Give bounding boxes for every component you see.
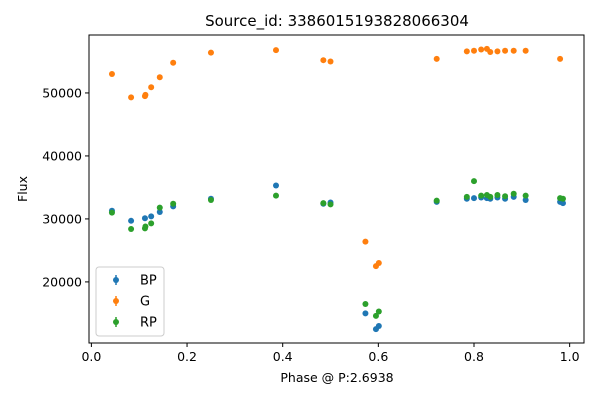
data-point-rp [207, 197, 214, 204]
data-point-g [510, 47, 517, 54]
data-point-g [362, 238, 369, 245]
y-tick-label: 40000 [42, 148, 82, 163]
x-axis-ticks: 0.0 0.2 0.4 0.6 0.8 1.0 [81, 343, 580, 364]
legend-label-g: G [140, 295, 150, 310]
x-tick-label: 0.2 [177, 349, 197, 364]
data-point-rp [128, 226, 135, 232]
data-point-rp [478, 192, 485, 199]
data-point-bp [522, 197, 529, 204]
data-point-g [375, 260, 382, 267]
data-point-rp [372, 312, 379, 319]
data-point-g [142, 91, 149, 98]
data-point-bp [148, 213, 155, 220]
legend-marker-rp [113, 319, 119, 325]
data-point-rp [375, 308, 382, 315]
data-point-g [471, 47, 477, 54]
data-point-rp [108, 209, 115, 216]
legend-marker-bp [113, 277, 119, 283]
x-tick-label: 0.8 [464, 349, 484, 364]
data-point-rp [433, 197, 440, 204]
data-point-g [478, 46, 485, 53]
data-point-rp [502, 193, 509, 200]
data-point-bp [128, 217, 135, 224]
x-axis-label: Phase @ P:2.6938 [280, 370, 393, 385]
data-point-rp [494, 191, 501, 198]
legend-marker-g [113, 298, 119, 304]
data-point-bp [375, 322, 382, 329]
series-g [108, 45, 564, 270]
data-point-bp [141, 215, 148, 222]
plot-area-marks [108, 45, 566, 333]
data-point-rp [156, 204, 163, 211]
data-point-g [327, 58, 334, 65]
data-point-g [108, 71, 115, 78]
data-point-rp [471, 178, 477, 185]
data-point-g [156, 74, 163, 81]
data-point-g [487, 49, 494, 56]
y-tick-label: 30000 [42, 211, 82, 226]
data-point-g [273, 47, 279, 54]
data-point-rp [327, 201, 334, 208]
legend-frame [95, 266, 165, 337]
data-point-g [522, 47, 529, 54]
data-point-rp [510, 190, 517, 197]
data-point-rp [148, 220, 155, 227]
data-point-g [502, 47, 509, 54]
data-point-g [433, 55, 440, 62]
data-point-rp [320, 200, 327, 207]
data-point-rp [559, 195, 566, 202]
y-axis-label: Flux [15, 176, 30, 202]
y-axis-ticks: 20000 30000 40000 50000 [42, 85, 89, 289]
x-tick-label: 0.0 [81, 349, 101, 364]
legend-label-bp: BP [140, 274, 157, 289]
y-tick-label: 20000 [42, 274, 82, 289]
series-rp [108, 178, 566, 319]
data-point-g [148, 84, 155, 91]
data-point-g [320, 57, 327, 64]
data-point-rp [463, 193, 470, 200]
data-point-bp [362, 310, 369, 317]
data-point-bp [559, 200, 566, 207]
data-point-g [207, 49, 214, 56]
data-point-bp [471, 195, 477, 202]
series-bp [108, 182, 566, 333]
data-point-rp [273, 192, 279, 199]
data-point-rp [522, 192, 529, 199]
data-point-g [494, 48, 501, 55]
legend: BP G RP [95, 266, 165, 337]
data-point-g [170, 59, 177, 66]
data-point-rp [142, 223, 149, 230]
data-point-g [128, 94, 135, 101]
data-point-g [463, 48, 470, 55]
x-tick-label: 0.4 [273, 349, 293, 364]
data-point-rp [487, 193, 494, 200]
data-point-rp [170, 200, 177, 207]
data-point-bp [273, 182, 279, 189]
y-tick-label: 50000 [42, 85, 82, 100]
x-tick-label: 1.0 [560, 349, 580, 364]
chart-title: Source_id: 3386015193828066304 [205, 12, 469, 31]
data-point-rp [362, 300, 369, 307]
x-tick-label: 0.6 [368, 349, 388, 364]
plot-frame [88, 34, 585, 344]
legend-label-rp: RP [140, 316, 157, 331]
data-point-bp [156, 208, 163, 215]
data-point-g [557, 55, 564, 62]
